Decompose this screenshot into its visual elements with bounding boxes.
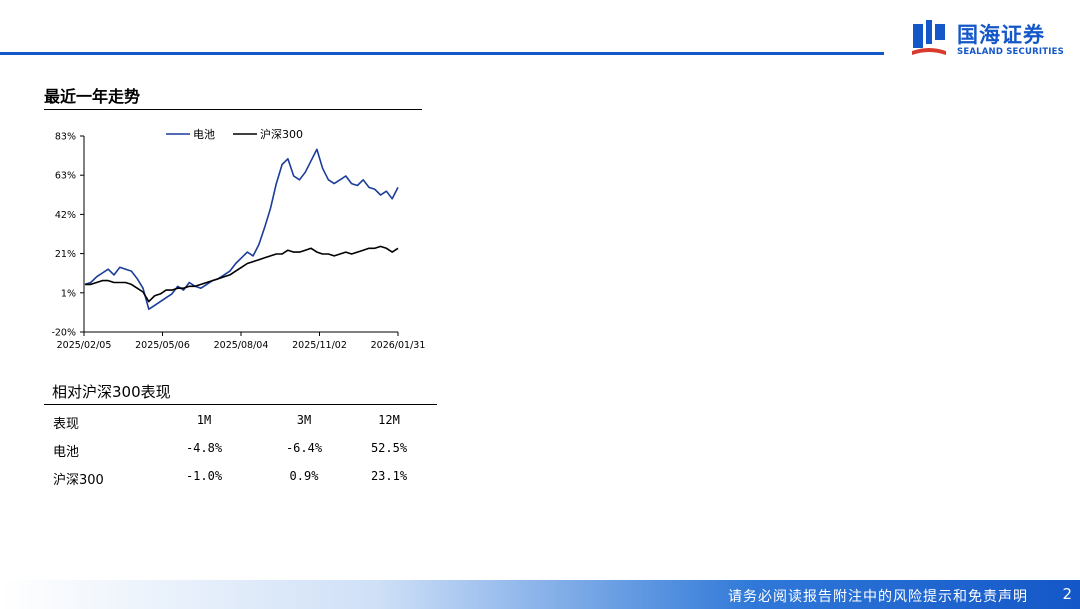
x-tick-label: 2025/11/02: [292, 340, 347, 351]
table-row: 沪深300 -1.0% 0.9% 23.1%: [44, 463, 437, 491]
performance-rule: [44, 404, 437, 405]
section-title: 最近一年走势: [44, 87, 141, 106]
table-header-row: 表现 1M 3M 12M: [44, 407, 437, 435]
performance-title: 相对沪深300表现: [52, 383, 171, 401]
row-1m: -4.8%: [185, 441, 223, 455]
row-12m: 23.1%: [370, 469, 408, 483]
y-tick-label: 1%: [61, 288, 76, 299]
sealand-logo-icon: [912, 20, 946, 55]
header-label: 表现: [53, 417, 80, 432]
header-12m: 12M: [378, 413, 400, 427]
section-title-rule: [44, 109, 422, 110]
x-tick-label: 2025/08/04: [214, 340, 269, 351]
brand-name-cn: 国海证券: [957, 23, 1045, 47]
row-name: 电池: [53, 445, 80, 460]
row-1m: -1.0%: [185, 469, 223, 483]
brand-name-en: SEALAND SECURITIES: [957, 47, 1064, 57]
series-line-0: [84, 148, 399, 310]
page-number: 2: [1062, 585, 1072, 603]
legend-label-0: 电池: [193, 128, 215, 141]
performance-table: 表现 1M 3M 12M 电池 -4.8% -6.4% 52.5% 沪深300 …: [44, 407, 437, 491]
x-tick-label: 2026/01/31: [371, 340, 426, 351]
header-rule: [0, 52, 884, 55]
y-tick-label: 63%: [55, 171, 76, 182]
y-tick-label: 83%: [55, 132, 76, 143]
y-tick-label: -20%: [51, 328, 76, 339]
row-name: 沪深300: [53, 473, 104, 488]
header-3m: 3M: [296, 413, 312, 427]
disclaimer-text: 请务必阅读报告附注中的风险提示和免责声明: [728, 589, 1028, 605]
x-tick-label: 2025/02/05: [57, 340, 112, 351]
trend-chart: 83% 63% 42% 21% 1% -20%2025/02/05 2025/05/06 20…: [51, 127, 426, 351]
series-line-1: [85, 245, 399, 303]
table-row: 电池 -4.8% -6.4% 52.5%: [44, 435, 437, 463]
row-3m: -6.4%: [285, 441, 323, 455]
row-3m: 0.9%: [289, 469, 319, 483]
legend-label-1: 沪深300: [260, 127, 303, 141]
y-tick-label: 42%: [55, 210, 76, 221]
row-12m: 52.5%: [370, 441, 408, 455]
x-tick-label: 2025/05/06: [135, 340, 190, 351]
brand-logo: 国海证券 SEALAND SECURITIES: [910, 18, 1070, 60]
header-1m: 1M: [196, 413, 212, 427]
y-tick-label: 21%: [55, 249, 76, 260]
footer-bar: 请务必阅读报告附注中的风险提示和免责声明 2: [0, 580, 1080, 609]
